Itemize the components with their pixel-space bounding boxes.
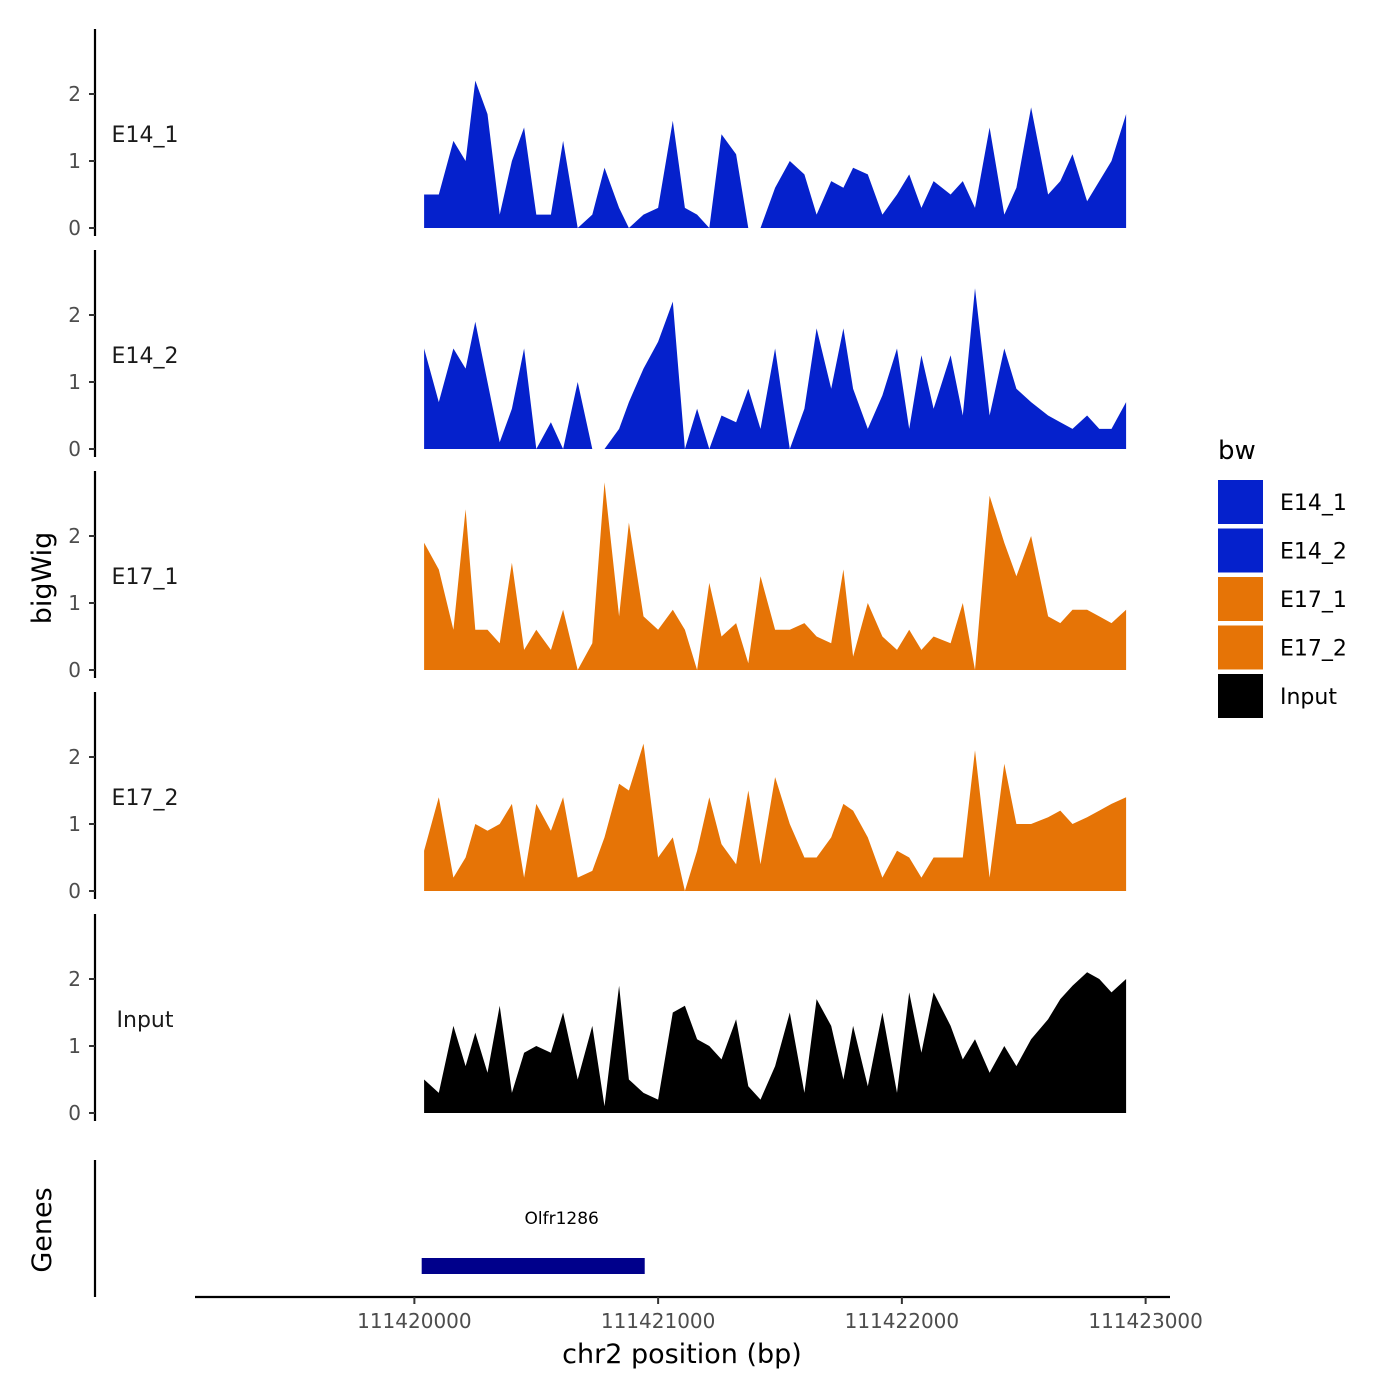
gene-bar [421,1258,645,1274]
y-tick-label: 2 [68,745,81,769]
legend-swatch-E14_1 [1218,480,1263,524]
area-Input [424,972,1127,1113]
area-E14_2 [424,288,1127,449]
area-E17_2 [424,743,1127,891]
y-tick-label: 0 [68,1101,81,1125]
x-tick-label: 111420000 [357,1309,472,1333]
genes-axis-title: Genes [27,1187,58,1272]
area-E17_1 [424,482,1127,670]
track-Input: 0 1 2 Input [68,914,1127,1125]
track-E14_1: 0 1 2 E14_1 [68,29,1127,240]
x-tick-label: 111422000 [845,1309,960,1333]
legend-title: bw [1218,436,1256,466]
y-axis-title: bigWig [27,532,58,625]
genes-track: Olfr1286 [93,1160,645,1297]
gene-label: Olfr1286 [525,1209,599,1229]
y-tick-label: 2 [68,967,81,991]
legend-label-Input: Input [1280,685,1337,710]
tracks-layer: 0 1 2 E14_1 0 1 2 E14_2 0 1 2 E17_1 0 1 2 E17_2 0 1 2 Input [68,29,1127,1125]
legend-label-E17_2: E17_2 [1280,637,1347,662]
track-label: E14_2 [112,344,179,369]
track-E17_2: 0 1 2 E17_2 [68,692,1127,903]
x-axis-title: chr2 position (bp) [562,1339,802,1370]
legend-swatch-Input [1218,674,1263,718]
y-tick-label: 2 [68,303,81,327]
y-tick-label: 1 [68,591,81,615]
y-tick-label: 2 [68,82,81,106]
y-tick-label: 1 [68,1034,81,1058]
track-E14_2: 0 1 2 E14_2 [68,250,1127,461]
legend-label-E17_1: E17_1 [1280,588,1347,613]
area-E14_1 [424,80,1127,228]
y-tick-label: 0 [68,437,81,461]
y-tick-label: 1 [68,149,81,173]
x-axis: 111420000 111421000 111422000 111423000 [195,1295,1203,1333]
track-label: E17_1 [112,565,179,590]
y-tick-label: 1 [68,812,81,836]
y-tick-label: 0 [68,658,81,682]
track-label: Input [117,1008,174,1033]
track-label: E14_1 [112,123,179,148]
x-tick-label: 111421000 [601,1309,716,1333]
y-tick-label: 1 [68,370,81,394]
x-tick-label: 111423000 [1088,1309,1203,1333]
y-tick-label: 0 [68,879,81,903]
legend-label-E14_1: E14_1 [1280,491,1347,516]
track-label: E17_2 [112,786,179,811]
legend-swatch-E17_2 [1218,625,1263,670]
track-E17_1: 0 1 2 E17_1 [68,471,1127,682]
legend-label-E14_2: E14_2 [1280,540,1347,565]
y-tick-label: 0 [68,216,81,240]
legend-swatch-E17_1 [1218,577,1263,621]
legend: bw E14_1 E14_2 E17_1 E17_2 Input [1218,436,1347,718]
y-tick-label: 2 [68,524,81,548]
legend-swatch-E14_2 [1218,528,1263,573]
